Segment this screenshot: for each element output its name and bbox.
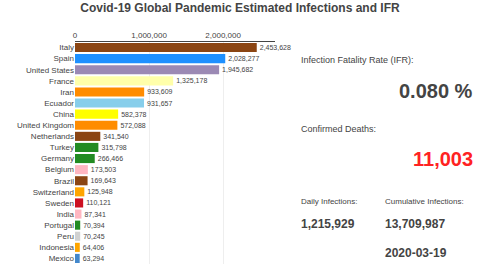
svg-text:1,000,000: 1,000,000: [131, 31, 167, 40]
svg-text:2,453,628: 2,453,628: [260, 44, 291, 51]
svg-text:341,540: 341,540: [103, 133, 128, 140]
svg-text:Spain: Spain: [54, 54, 74, 63]
svg-text:Brazil: Brazil: [54, 177, 74, 186]
svg-text:125,948: 125,948: [87, 188, 112, 195]
svg-text:266,466: 266,466: [98, 155, 123, 162]
svg-text:Iran: Iran: [60, 88, 74, 97]
svg-text:70,394: 70,394: [83, 222, 105, 229]
svg-text:173,503: 173,503: [91, 166, 116, 173]
svg-text:United Kingdom: United Kingdom: [17, 121, 74, 130]
svg-text:2020-03-19: 2020-03-19: [385, 246, 447, 260]
svg-text:France: France: [49, 77, 74, 86]
svg-text:Indonesia: Indonesia: [39, 243, 74, 252]
svg-text:2,000,000: 2,000,000: [205, 31, 241, 40]
svg-text:0.080 %: 0.080 %: [399, 80, 473, 102]
svg-text:Portugal: Portugal: [44, 221, 74, 230]
svg-text:Belgium: Belgium: [45, 165, 74, 174]
svg-text:0: 0: [73, 31, 78, 40]
svg-text:Turkey: Turkey: [50, 143, 74, 152]
svg-text:933,609: 933,609: [147, 88, 172, 95]
svg-text:1,325,178: 1,325,178: [176, 77, 207, 84]
svg-text:64,406: 64,406: [83, 244, 105, 251]
svg-text:Sweden: Sweden: [45, 199, 74, 208]
svg-text:1,945,682: 1,945,682: [222, 66, 253, 73]
svg-text:Germany: Germany: [41, 154, 74, 163]
svg-text:169,643: 169,643: [91, 177, 116, 184]
svg-text:1,215,929: 1,215,929: [301, 217, 355, 231]
svg-text:Infection Fatality Rate (IFR):: Infection Fatality Rate (IFR):: [301, 55, 414, 65]
svg-text:China: China: [53, 110, 74, 119]
svg-text:Ecuador: Ecuador: [44, 99, 74, 108]
svg-text:Netherlands: Netherlands: [31, 132, 74, 141]
svg-text:572,088: 572,088: [120, 122, 145, 129]
svg-text:Switzerland: Switzerland: [33, 188, 74, 197]
svg-text:582,378: 582,378: [121, 111, 146, 118]
svg-text:Confirmed Deaths:: Confirmed Deaths:: [301, 124, 376, 134]
svg-text:63,294: 63,294: [83, 255, 105, 262]
svg-text:United States: United States: [26, 66, 74, 75]
svg-text:931,657: 931,657: [147, 100, 172, 107]
svg-text:110,121: 110,121: [86, 199, 111, 206]
svg-text:13,709,987: 13,709,987: [385, 217, 445, 231]
svg-text:Italy: Italy: [59, 43, 74, 52]
svg-text:11,003: 11,003: [413, 148, 473, 170]
svg-text:2,028,277: 2,028,277: [228, 55, 259, 62]
svg-text:India: India: [57, 210, 75, 219]
svg-text:315,798: 315,798: [101, 144, 126, 151]
svg-text:Daily Infections:: Daily Infections:: [301, 197, 357, 206]
svg-text:Covid-19 Global Pandemic Estim: Covid-19 Global Pandemic Estimated Infec…: [80, 1, 400, 15]
svg-text:87,341: 87,341: [84, 211, 106, 218]
svg-text:Mexico: Mexico: [49, 254, 75, 263]
svg-text:Peru: Peru: [57, 232, 74, 241]
svg-text:70,245: 70,245: [83, 233, 105, 240]
svg-text:Cumulative Infections:: Cumulative Infections:: [385, 197, 464, 206]
